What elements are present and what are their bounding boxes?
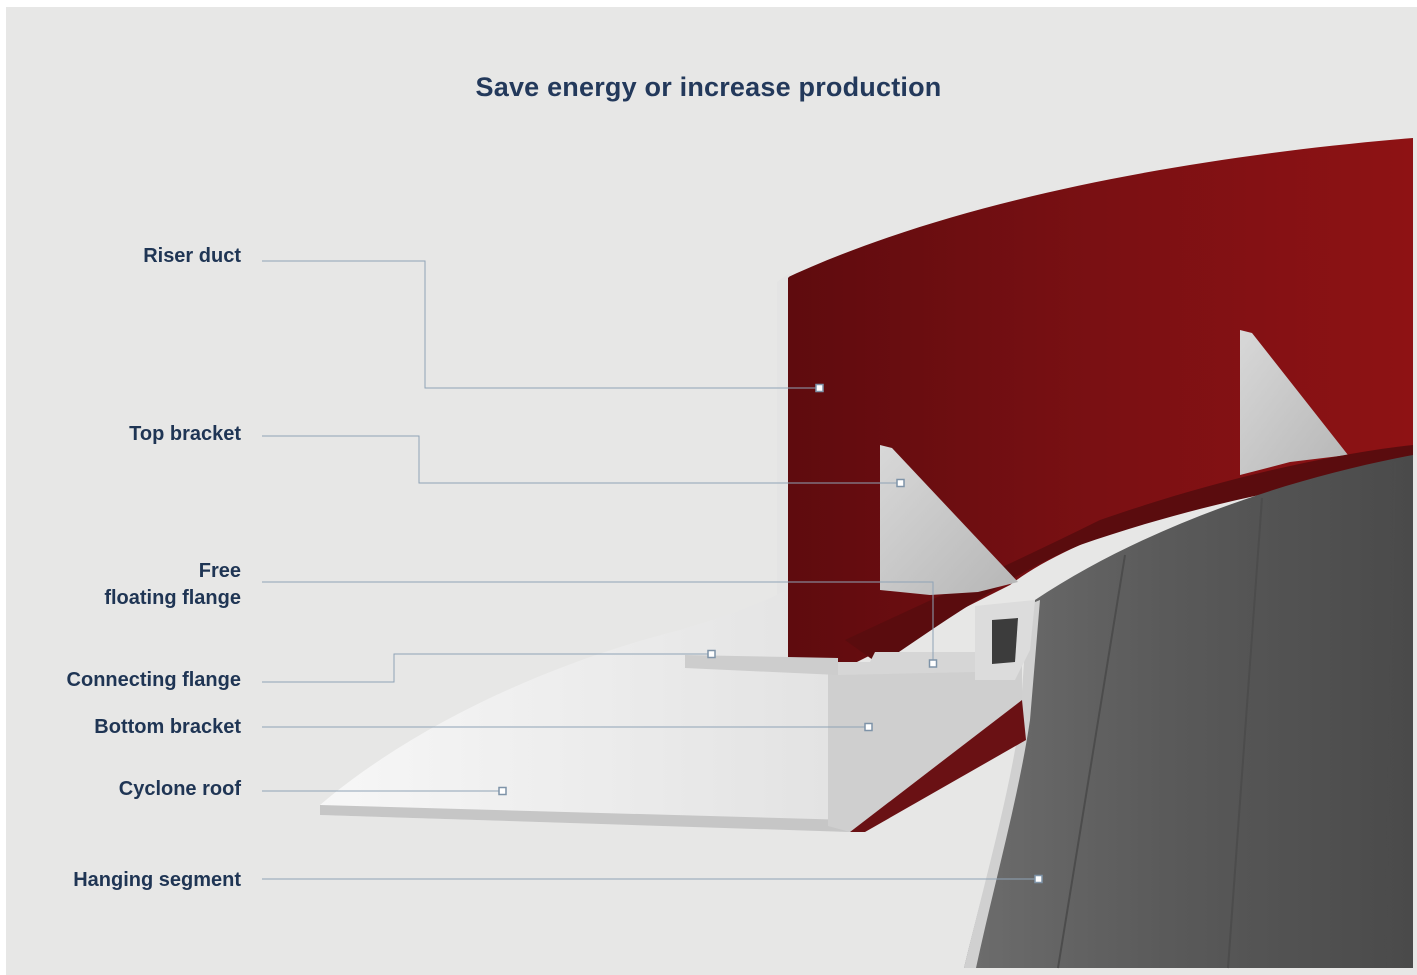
leader-free-floating-flange (262, 581, 934, 660)
marker-cyclone-roof (498, 786, 507, 796)
leader-connecting-flange (262, 653, 708, 683)
front-top-bracket-shape (880, 445, 1018, 595)
label-bottom-bracket: Bottom bracket (94, 716, 241, 738)
label-hanging-segment: Hanging segment (73, 869, 241, 891)
diagram-title: Save energy or increase production (475, 72, 942, 102)
label-free-floating-flange-line1: Free (198, 560, 241, 582)
segment-seam-1 (1057, 554, 1126, 969)
marker-top-bracket (896, 478, 905, 488)
inner-rim-band (845, 445, 1413, 665)
j-hook-slot (992, 618, 1018, 664)
riser-duct-edge (777, 273, 792, 668)
segment-seam-2 (1227, 497, 1263, 969)
label-top-bracket: Top bracket (129, 423, 241, 445)
leader-top-bracket (262, 435, 897, 484)
marker-hanging-segment (1034, 874, 1043, 884)
bottom-bracket-shape (828, 650, 1022, 832)
leader-riser-duct (262, 260, 816, 389)
marker-free-floating-flange (928, 659, 938, 668)
cyclone-roof-edge (320, 805, 850, 832)
label-connecting-flange: Connecting flange (66, 669, 241, 691)
hanging-segment-edge (964, 600, 1040, 968)
hanging-segment-shape (964, 455, 1413, 968)
leader-markers (498, 383, 1043, 884)
bottom-bracket-underside (850, 700, 1026, 832)
back-top-bracket-shape (1240, 330, 1348, 475)
label-riser-duct: Riser duct (143, 245, 241, 267)
label-free-floating-flange-line2: floating flange (104, 587, 241, 609)
marker-bottom-bracket (864, 722, 873, 732)
marker-riser-duct (815, 383, 824, 393)
free-floating-flange-shape (838, 652, 975, 675)
leader-lines (262, 260, 1035, 880)
label-cyclone-roof: Cyclone roof (118, 778, 241, 800)
label-free-floating-flange: Free floating flange (104, 558, 241, 612)
connecting-flange-shape (685, 655, 838, 675)
segment-seam-3 (1384, 461, 1396, 969)
marker-connecting-flange (707, 649, 716, 659)
cyclone-roof-shape (320, 590, 850, 832)
